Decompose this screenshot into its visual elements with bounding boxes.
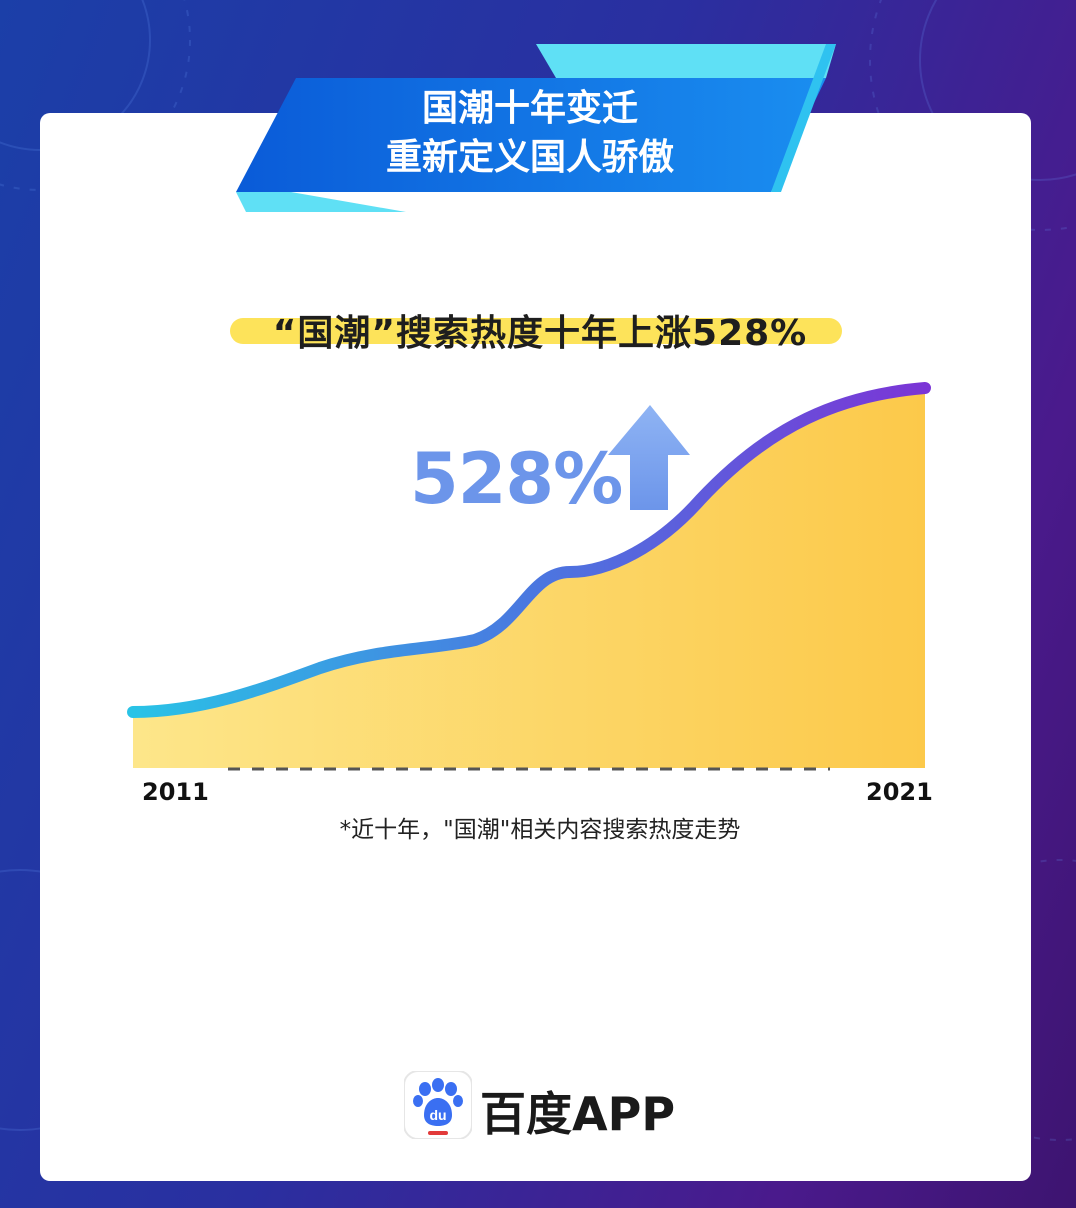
x-tick-label-start: 2011 (142, 778, 209, 806)
chart-title-wrap: “国潮”搜索热度十年上涨528% (230, 300, 850, 360)
growth-label: 528% (410, 438, 623, 520)
trend-line (127, 382, 931, 718)
brand-name: 百度APP (480, 1087, 676, 1141)
chart-title-highlight (230, 318, 842, 344)
banner-title-line2: 重新定义国人骄傲 (385, 137, 674, 178)
chart-footnote: *近十年，"国潮"相关内容搜索热度走势 (339, 817, 741, 843)
banner-title: 国潮十年变迁 重新定义国人骄傲 (310, 84, 750, 182)
baidu-paw-icon: du (404, 1071, 472, 1139)
logo-du-text: du (429, 1107, 446, 1123)
banner-title-line1: 国潮十年变迁 (421, 88, 638, 129)
trend-area (133, 388, 925, 768)
x-tick-label-end: 2021 (866, 778, 933, 806)
growth-arrow-icon (608, 405, 690, 510)
title-banner (236, 44, 836, 212)
chart-title: “国潮”搜索热度十年上涨528% (272, 313, 808, 354)
